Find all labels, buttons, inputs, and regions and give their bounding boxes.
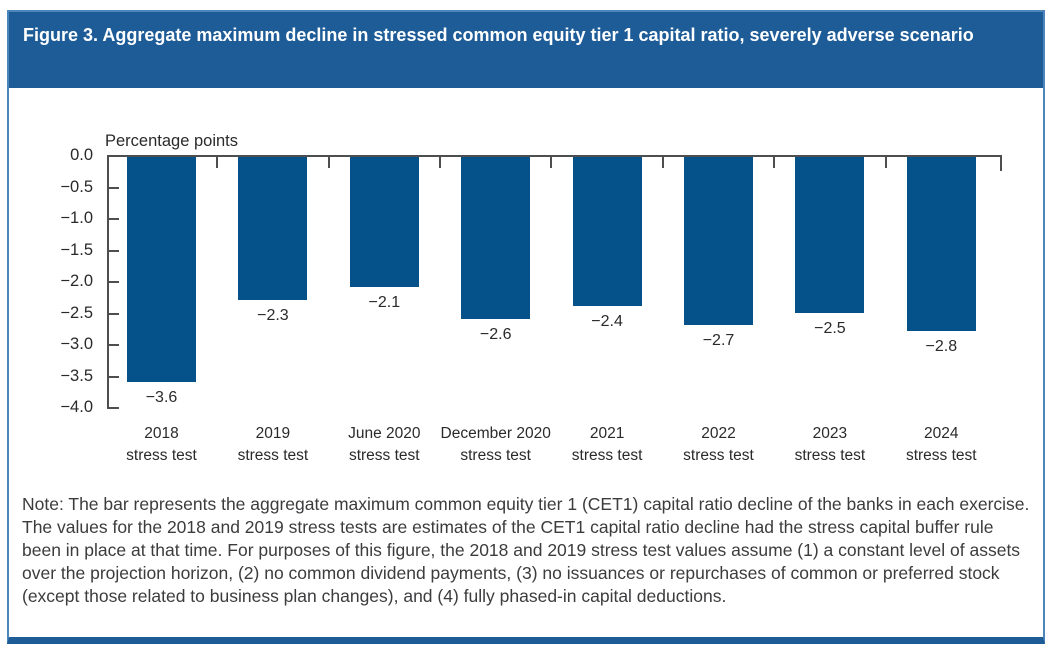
axis-units-label: Percentage points <box>105 132 239 150</box>
x-category-label: 2019 stress test <box>198 423 348 467</box>
x-category-label-line2: stress test <box>683 447 754 464</box>
bar-value-label: −2.5 <box>814 319 846 337</box>
x-category-label-line2: stress test <box>905 447 977 464</box>
figure-panel: Figure 3. Aggregate maximum decline in s… <box>7 10 1045 644</box>
x-axis-tick <box>216 155 219 168</box>
y-axis-tick-label: −2.5 <box>60 303 93 322</box>
bar <box>127 157 196 382</box>
x-axis-tick <box>773 155 776 168</box>
x-category-label: 2018 stress test <box>87 423 237 467</box>
x-axis-tick <box>327 155 330 168</box>
x-axis-line <box>107 155 1002 157</box>
bar <box>572 157 642 307</box>
x-category-label-line2: stress test <box>237 447 309 464</box>
x-category-label-line1: 2019 <box>255 425 291 442</box>
x-category-label: 2021 stress test <box>532 423 682 467</box>
x-category-label: December 2020 stress test <box>421 423 571 467</box>
x-category-label-line1: 2021 <box>589 425 625 442</box>
x-category-label-line1: 2018 <box>144 425 179 442</box>
bar <box>349 157 419 288</box>
x-category-label-line2: stress test <box>126 447 197 464</box>
bar-value-label: −2.1 <box>368 294 401 312</box>
y-axis-tick-label: −3.0 <box>60 335 93 353</box>
y-axis-tick <box>107 249 119 252</box>
y-axis-tick <box>107 344 119 346</box>
figure-note: Note: The bar represents the aggregate m… <box>22 494 1030 606</box>
x-category-label-line1: 2022 <box>701 425 736 442</box>
bar-value-label: −2.3 <box>257 306 289 324</box>
x-category-label: 2022 stress test <box>644 423 794 467</box>
x-category-label-line1: 2023 <box>812 425 848 442</box>
x-category-label-line2: stress test <box>794 447 866 464</box>
y-axis-tick-label: −1.0 <box>60 209 93 227</box>
y-axis-tick <box>107 281 119 283</box>
bar <box>684 157 753 326</box>
x-axis-tick <box>439 155 441 168</box>
bar <box>461 157 531 319</box>
x-axis-tick <box>550 155 553 168</box>
bar <box>238 157 308 300</box>
y-axis-tick <box>107 312 119 315</box>
bar-value-label: −2.8 <box>925 338 958 356</box>
y-axis-tick-label: −0.5 <box>60 177 93 196</box>
bar-value-label: −3.6 <box>145 388 178 406</box>
figure-title-banner: Figure 3. Aggregate maximum decline in s… <box>9 12 1043 88</box>
bar-value-label: −2.6 <box>479 325 512 343</box>
y-axis-tick-label: −3.5 <box>60 366 93 385</box>
x-category-label-line2: stress test <box>460 447 531 464</box>
y-axis-tick-label: −2.0 <box>60 272 93 290</box>
x-axis-end-tick <box>1000 155 1002 171</box>
x-axis-tick <box>884 155 887 168</box>
x-category-label-line1: December 2020 <box>440 425 551 442</box>
x-category-label: 2023 stress test <box>755 423 905 467</box>
bar <box>795 157 865 313</box>
bar-chart: Percentage points 0.0 −0.5 −1.0 −1.5 −2.0 −2.5… <box>9 88 1042 484</box>
y-axis-tick <box>107 375 119 378</box>
y-axis-tick <box>107 155 119 157</box>
bar <box>906 157 976 332</box>
x-category-label-line1: 2024 <box>924 425 959 442</box>
bar-value-label: −2.4 <box>591 313 623 331</box>
y-axis-tick-label: −4.0 <box>60 398 93 416</box>
x-category-label-line1: June 2020 <box>348 425 421 442</box>
figure-title: Figure 3. Aggregate maximum decline in s… <box>23 25 974 45</box>
y-axis-tick <box>107 218 119 220</box>
y-axis-tick <box>107 407 119 409</box>
y-axis-tick-label: 0.0 <box>70 146 93 164</box>
bar-value-label: −2.7 <box>702 332 735 350</box>
x-category-label-line2: stress test <box>571 447 643 464</box>
x-category-label-line2: stress test <box>348 447 420 464</box>
x-category-label: 2024 stress test <box>866 423 1016 467</box>
x-axis-tick <box>661 155 664 168</box>
y-axis-tick-label: −1.5 <box>60 240 93 259</box>
y-axis-tick <box>107 186 119 189</box>
x-category-label: June 2020 stress test <box>309 423 459 467</box>
